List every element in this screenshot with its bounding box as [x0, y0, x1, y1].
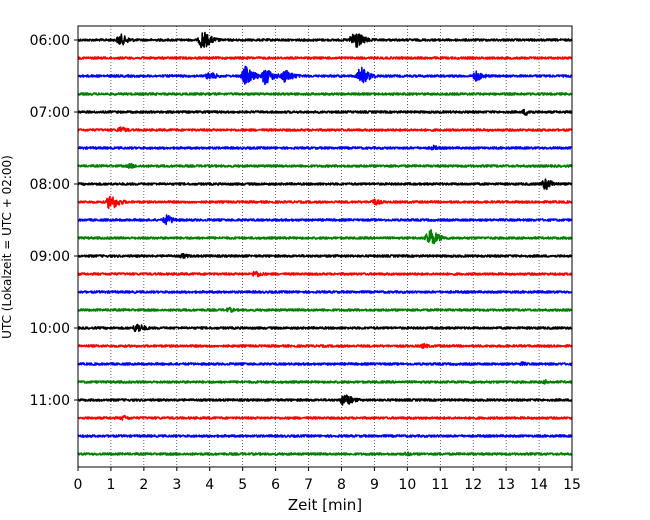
- x-tick-label: 0: [74, 477, 83, 493]
- y-axis-label: UTC (Lokalzeit = UTC + 02:00): [0, 155, 14, 339]
- x-tick-label: 2: [139, 477, 148, 493]
- y-tick-label: 11:00: [30, 393, 70, 409]
- x-tick-label: 13: [497, 477, 515, 493]
- trace-0600: [77, 31, 573, 49]
- y-tick-label: 07:00: [30, 105, 70, 121]
- trace-0645: [77, 92, 573, 96]
- x-tick-label: 1: [106, 477, 115, 493]
- x-axis-label: Zeit [min]: [288, 496, 362, 514]
- x-tick-label: 7: [304, 477, 313, 493]
- x-tick-label: 9: [370, 477, 379, 493]
- trace-0930: [77, 290, 573, 294]
- y-axis: 06:00 07:00 08:00 09:00 10:00 11:00: [30, 33, 78, 409]
- y-tick-label: 08:00: [30, 177, 70, 193]
- trace-0745: [77, 162, 573, 169]
- trace-1100: [77, 394, 573, 406]
- trace-1045: [77, 379, 573, 385]
- trace-0700: [77, 108, 573, 116]
- trace-1115: [77, 414, 573, 421]
- x-tick-label: 3: [172, 477, 181, 493]
- x-tick-label: 6: [271, 477, 280, 493]
- x-tick-label: 4: [205, 477, 214, 493]
- x-tick-label: 8: [337, 477, 346, 493]
- trace-0845: [77, 228, 573, 245]
- trace-0945: [77, 306, 573, 313]
- trace-0900: [77, 252, 573, 259]
- y-tick-label: 06:00: [30, 33, 70, 49]
- trace-1015: [77, 342, 573, 349]
- x-tick-label: 10: [398, 477, 416, 493]
- x-tick-label: 5: [238, 477, 247, 493]
- seismogram-traces: [77, 31, 573, 457]
- trace-1030: [77, 361, 573, 367]
- y-tick-label: 10:00: [30, 321, 70, 337]
- trace-0615: [77, 56, 573, 60]
- x-tick-label: 11: [431, 477, 449, 493]
- trace-0630: [77, 65, 573, 86]
- plot-frame: [77, 25, 573, 468]
- x-axis: 0 1 2 3 4 5 6 7 8 9 10 11 12 13 14 15: [74, 467, 581, 493]
- trace-0815: [77, 195, 573, 210]
- trace-0800: [77, 178, 573, 190]
- trace-0715: [77, 126, 573, 133]
- x-tick-label: 15: [563, 477, 581, 493]
- y-tick-label: 09:00: [30, 249, 70, 265]
- x-tick-label: 12: [464, 477, 482, 493]
- trace-1000: [77, 323, 573, 333]
- trace-0830: [77, 214, 573, 226]
- trace-0730: [77, 144, 573, 151]
- plot-background: [78, 26, 572, 467]
- trace-1145: [77, 451, 573, 457]
- x-tick-label: 14: [530, 477, 548, 493]
- trace-0915: [77, 270, 573, 278]
- trace-1130: [77, 434, 573, 438]
